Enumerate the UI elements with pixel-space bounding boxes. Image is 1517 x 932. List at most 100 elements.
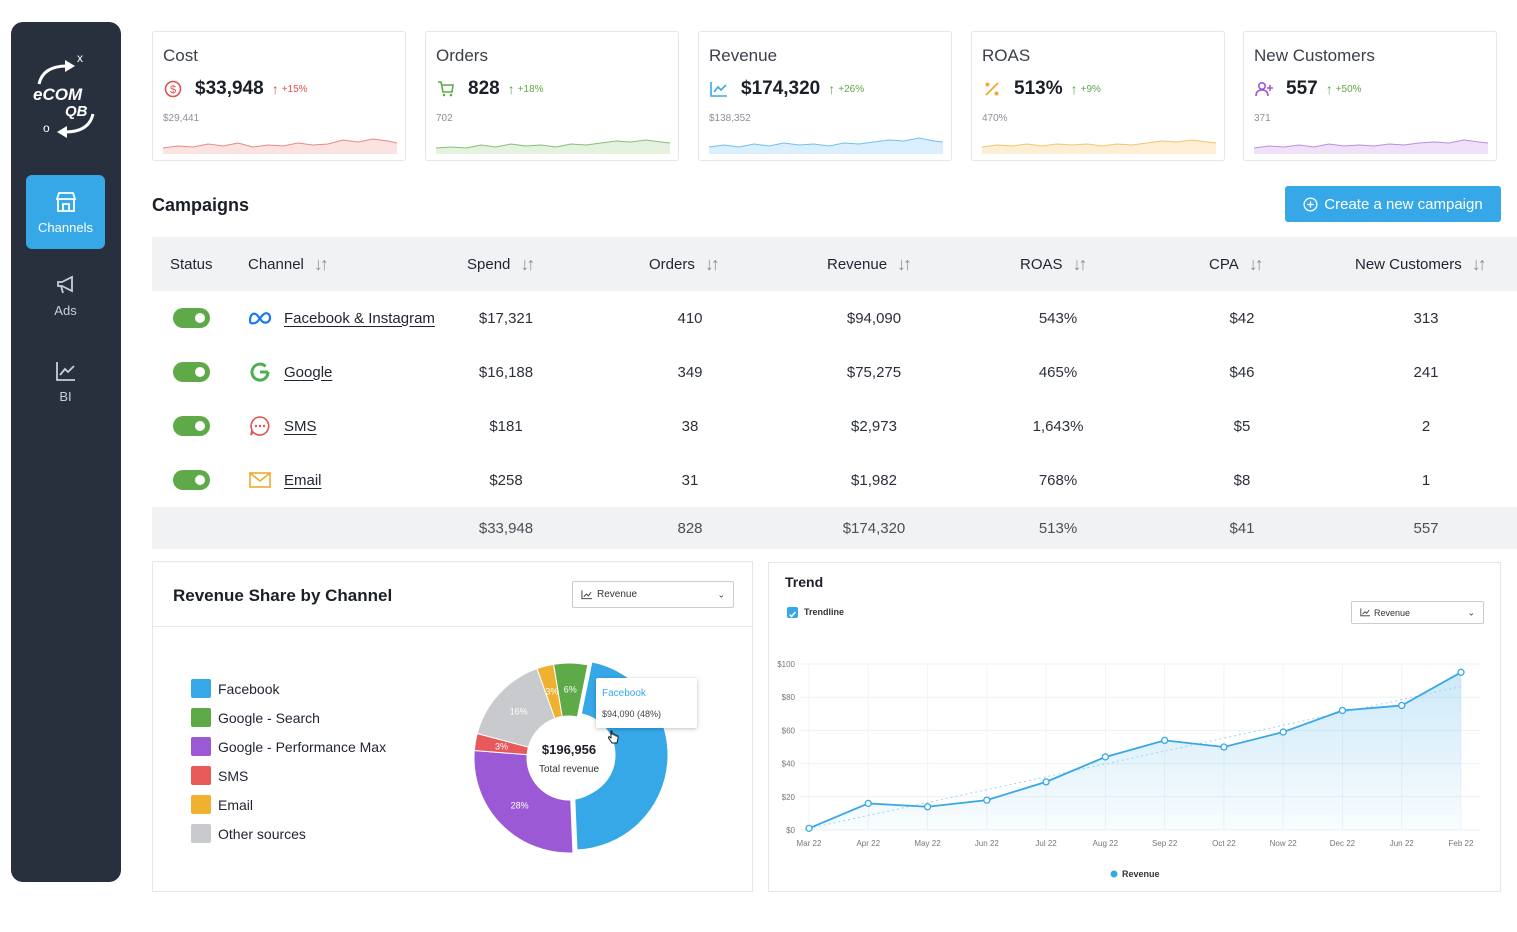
kpi-change: ↑ +15% <box>271 81 308 97</box>
legend-item[interactable]: SMS <box>191 761 386 790</box>
kpi-previous: 470% <box>982 113 1008 124</box>
sort-icon[interactable]: ↓↑ <box>1471 253 1487 274</box>
channel-link-sms[interactable]: SMS <box>284 417 317 435</box>
cell-new-customers: 1 <box>1421 471 1431 489</box>
x-tick-label: Oct 22 <box>1212 839 1236 848</box>
status-toggle[interactable] <box>173 362 210 382</box>
cell-spend: $181 <box>489 417 523 435</box>
sort-icon[interactable]: ↓↑ <box>704 253 720 274</box>
cell-roas: 768% <box>1038 471 1078 489</box>
kpi-title: Orders <box>436 46 488 65</box>
chart-tooltip: Facebook $94,090 (48%) <box>596 678 697 728</box>
total-spend: $33,948 <box>478 519 534 537</box>
kpi-previous: $29,441 <box>163 113 200 124</box>
cell-cpa: $46 <box>1229 363 1255 381</box>
nav-bi[interactable]: BI <box>26 344 105 418</box>
x-tick-label: Dec 22 <box>1330 839 1356 848</box>
donut-slice-label: 3% <box>495 741 508 751</box>
col-roas[interactable]: ROAS ↓↑ <box>1020 253 1088 274</box>
data-point[interactable] <box>805 824 813 832</box>
kpi-sparkline <box>1254 139 1488 154</box>
y-tick-label: $80 <box>782 693 796 702</box>
channel-link-google[interactable]: Google <box>284 363 333 381</box>
col-cpa[interactable]: CPA ↓↑ <box>1209 253 1264 274</box>
y-tick-label: $60 <box>782 726 796 735</box>
trend-title: Trend <box>785 574 824 590</box>
legend-item[interactable]: Other sources <box>191 819 386 848</box>
kpi-card-revenue[interactable]: Revenue $174,320 ↑ +26% $138,352 <box>698 31 952 161</box>
col-channel[interactable]: Channel ↓↑ <box>248 253 329 274</box>
trend-dropdown[interactable]: Revenue ⌄ <box>1351 601 1484 624</box>
sort-icon[interactable]: ↓↑ <box>897 253 912 274</box>
status-toggle[interactable] <box>173 308 210 328</box>
chart-line-icon <box>581 589 592 599</box>
data-point[interactable] <box>864 799 872 808</box>
legend-item[interactable]: Email <box>191 790 386 819</box>
cell-new-customers: 241 <box>1413 363 1439 381</box>
svg-text:$: $ <box>170 84 176 96</box>
data-point[interactable] <box>983 796 991 804</box>
sort-icon[interactable]: ↓↑ <box>520 253 535 274</box>
kpi-card-orders[interactable]: Orders 828 ↑ +18% 702 <box>425 31 679 161</box>
col-new-customers[interactable]: New Customers ↓↑ <box>1355 253 1487 274</box>
kpi-card-new-customers[interactable]: New Customers 557 ↑ +50% 371 <box>1243 31 1497 161</box>
channel-link-email[interactable]: Email <box>284 471 322 489</box>
nav-channels[interactable]: Channels <box>26 175 105 249</box>
status-toggle[interactable] <box>173 470 210 490</box>
data-point[interactable] <box>1042 778 1050 786</box>
trend-legend-label[interactable]: Revenue <box>1122 869 1160 879</box>
cell-revenue: $2,973 <box>851 417 897 435</box>
kpi-card-cost[interactable]: Cost $ $33,948 ↑ +15% $29,441 <box>152 31 406 161</box>
channel-link-facebook[interactable]: Facebook & Instagram <box>284 309 435 327</box>
nav-ads[interactable]: Ads <box>26 258 105 332</box>
data-point[interactable] <box>1220 743 1228 751</box>
col-status: Status <box>170 255 213 273</box>
col-spend[interactable]: Spend ↓↑ <box>467 253 535 274</box>
data-point[interactable] <box>1160 736 1169 745</box>
revenue-line[interactable] <box>808 671 1462 830</box>
revenue-share-dropdown[interactable]: Revenue ⌄ <box>572 581 734 608</box>
kpi-card-roas[interactable]: ROAS 513% ↑ +9% 470% <box>971 31 1225 161</box>
cell-spend: $258 <box>489 471 523 489</box>
data-point[interactable] <box>1101 753 1110 761</box>
ecom-qb-logo[interactable]: x eCOM QB o <box>29 44 104 139</box>
kpi-previous: $138,352 <box>709 113 751 124</box>
sms-icon <box>248 414 272 438</box>
percent-icon <box>982 79 1002 99</box>
status-toggle[interactable] <box>173 416 210 436</box>
revenue-share-title: Revenue Share by Channel <box>173 586 393 605</box>
data-point[interactable] <box>1457 668 1465 676</box>
trendline-label[interactable]: Trendline <box>804 607 845 617</box>
x-tick-label: Sep 22 <box>1152 839 1178 848</box>
kpi-previous: 371 <box>1254 113 1271 124</box>
data-point[interactable] <box>1398 701 1406 710</box>
donut-legend: Facebook Google - Search Google - Perfor… <box>191 674 386 848</box>
legend-item[interactable]: Google - Performance Max <box>191 732 386 761</box>
col-revenue[interactable]: Revenue ↓↑ <box>827 253 912 274</box>
legend-item[interactable]: Google - Search <box>191 703 386 732</box>
col-orders[interactable]: Orders ↓↑ <box>649 253 720 274</box>
legend-dot <box>1110 870 1118 878</box>
data-point[interactable] <box>1279 728 1287 736</box>
sort-icon[interactable]: ↓↑ <box>1248 253 1264 274</box>
kpi-title: ROAS <box>982 46 1031 65</box>
legend-swatch <box>191 737 211 756</box>
cell-orders: 410 <box>677 309 703 327</box>
legend-swatch <box>191 766 211 785</box>
total-orders: 828 <box>677 519 703 537</box>
trend-line-chart[interactable]: $0 $20 $40 $60 $80 $100 Mar 22 Apr 22 May 22 Jun … <box>769 643 1500 883</box>
table-totals-row: $33,948 828 $174,320 513% $41 557 <box>152 507 1517 549</box>
data-point[interactable] <box>1338 706 1347 715</box>
sort-icon[interactable]: ↓↑ <box>1072 253 1088 274</box>
donut-slice-label: 3% <box>545 687 558 697</box>
chevron-down-icon: ⌄ <box>717 589 725 599</box>
legend-item[interactable]: Facebook <box>191 674 386 703</box>
panel-divider <box>153 626 752 627</box>
table-header: Status Channel ↓↑ Spend ↓↑ Orders ↓↑ Revenu… <box>152 237 1517 291</box>
campaigns-table: Status Channel ↓↑ Spend ↓↑ Orders ↓↑ Revenu… <box>152 237 1517 549</box>
trendline-checkbox[interactable] <box>787 607 798 618</box>
revenue-share-panel: Revenue Share by Channel Revenue ⌄ Faceb… <box>152 561 753 892</box>
sort-icon[interactable]: ↓↑ <box>313 253 329 274</box>
create-campaign-button[interactable]: Create a new campaign <box>1285 186 1501 222</box>
data-point[interactable] <box>923 803 932 811</box>
